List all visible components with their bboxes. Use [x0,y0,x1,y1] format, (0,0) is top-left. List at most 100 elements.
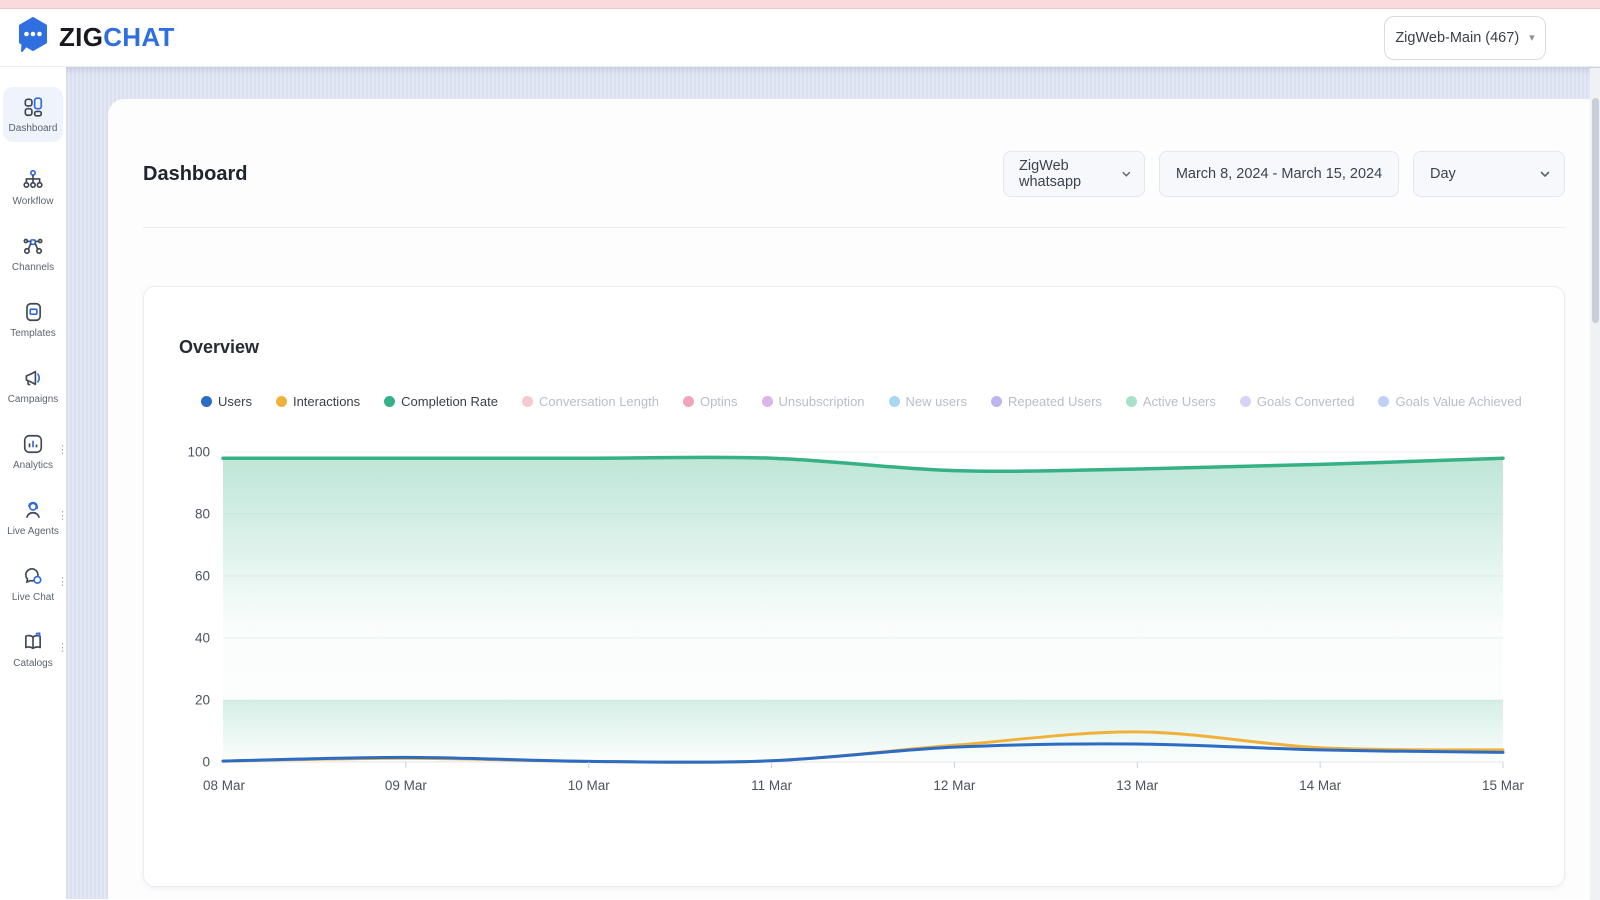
x-axis-tick-label: 09 Mar [385,778,428,793]
legend-dot [761,396,773,407]
legend-label: Completion Rate [401,394,498,409]
title-divider [143,227,1565,228]
granularity-select-value: Day [1430,166,1456,182]
legend-label: Interactions [292,394,361,409]
chevron-down-icon [1540,171,1550,178]
channel-select-value: ZigWeb whatsapp [1019,158,1082,190]
sidebar-item-catalogs[interactable]: Catalogs ⋮ [4,631,68,670]
channels-network-icon [22,235,44,257]
sidebar-nav: Dashboard Workflow [0,67,68,899]
sidebar-item-label: Workflow [12,196,54,207]
overview-title: Overview [179,337,260,357]
granularity-select[interactable]: Day [1413,151,1565,197]
channel-select[interactable]: ZigWeb whatsapp [1003,151,1145,197]
x-axis-tick-label: 12 Mar [933,778,976,793]
sidebar-item-label: Campaigns [7,394,59,405]
chart-legend: Users Interactions Completion Rate Conversa… [201,394,1544,409]
sidebar-item-label: Catalogs [13,658,53,669]
legend-label: Optins [699,394,738,409]
legend-label: New users [905,394,967,409]
sidebar-item-label: Templates [10,328,56,339]
brand-name: ZIGCHAT [59,22,175,52]
y-axis-tick-label: 0 [202,755,210,770]
sidebar-item-label: Channels [11,262,55,273]
item-overflow-dots[interactable]: ⋮ [57,510,68,522]
x-axis-tick-label: 13 Mar [1116,778,1159,793]
x-axis-tick-label: 10 Mar [568,778,611,793]
sidebar-item-templates[interactable]: Templates [4,301,62,340]
sidebar-item-workflow[interactable]: Workflow [4,169,62,208]
legend-dot [384,396,396,407]
x-axis-tick-label: 08 Mar [203,778,246,793]
item-overflow-dots[interactable]: ⋮ [57,444,68,456]
legend-item-optins[interactable]: Optins [682,394,738,409]
megaphone-icon [22,367,44,389]
bar-chart-icon [22,433,44,455]
legend-dot [888,396,900,407]
y-axis-tick-label: 40 [195,631,210,646]
legend-dot [1239,396,1251,407]
series-line-completion-rate [221,455,1505,474]
top-pink-strip [0,0,1600,9]
legend-item-conversation-length[interactable]: Conversation Length [521,394,659,409]
legend-item-completion-rate[interactable]: Completion Rate [384,394,498,409]
legend-dot [1378,396,1390,407]
y-axis-tick-label: 80 [195,507,210,522]
item-overflow-dots[interactable]: ⋮ [57,642,68,654]
legend-label: Conversation Length [538,394,659,409]
legend-dot [275,396,287,407]
x-axis-tick-label: 14 Mar [1299,778,1342,793]
content-backdrop: Dashboard ZigWeb whatsapp March 8, 2024 … [66,67,1600,899]
sidebar-item-live-chat[interactable]: Live Chat ⋮ [4,565,68,604]
x-axis-tick-label: 11 Mar [751,778,793,793]
y-axis-tick-label: 100 [187,445,210,460]
sidebar-item-analytics[interactable]: Analytics ⋮ [4,433,68,472]
sidebar-item-campaigns[interactable]: Campaigns [4,367,62,406]
item-overflow-dots[interactable]: ⋮ [57,576,68,588]
caret-down-icon: ▾ [1529,32,1535,44]
chat-bubbles-icon [22,565,44,587]
legend-label: Goals Converted [1256,394,1355,409]
page-scrollbar-track[interactable] [1590,68,1600,900]
overview-card: Overview Users Interactions Completion Rat… [143,286,1565,887]
legend-label: Users [218,394,252,409]
legend-item-goals-value-achieved[interactable]: Goals Value Achieved [1378,394,1522,409]
legend-item-new-users[interactable]: New users [888,394,967,409]
chat-bubble-logo-icon [14,16,52,59]
legend-item-unsubscription[interactable]: Unsubscription [761,394,865,409]
agent-headset-icon [22,499,44,521]
sidebar-item-dashboard[interactable]: Dashboard [3,87,63,142]
legend-label: Goals Value Achieved [1395,394,1522,409]
sidebar-item-label: Live Agents [7,526,59,537]
legend-item-repeated-users[interactable]: Repeated Users [990,394,1102,409]
page-scrollbar-thumb[interactable] [1591,98,1599,323]
legend-dot [682,396,694,407]
page-title: Dashboard [143,162,248,185]
date-range-picker[interactable]: March 8, 2024 - March 15, 2024 [1159,151,1399,197]
legend-label: Unsubscription [778,394,865,409]
legend-label: Repeated Users [1007,394,1102,409]
legend-item-users[interactable]: Users [201,394,252,409]
legend-label: Active Users [1142,394,1216,409]
legend-dot [990,396,1002,407]
legend-item-goals-converted[interactable]: Goals Converted [1239,394,1355,409]
y-axis-tick-label: 60 [195,569,210,584]
account-selector[interactable]: ZigWeb-Main (467) ▾ [1384,15,1546,60]
legend-dot [521,396,533,407]
legend-item-active-users[interactable]: Active Users [1125,394,1216,409]
sidebar-item-live-agents[interactable]: Live Agents ⋮ [4,499,68,538]
overview-chart[interactable]: 0 20 40 60 80 100 08 Mar 09 Mar 10 Mar 11 Mar 12 M… [144,432,1566,852]
legend-item-interactions[interactable]: Interactions [275,394,361,409]
x-axis-tick-label: 15 Mar [1482,778,1525,793]
series-line-users [221,742,1505,764]
main-panel: Dashboard ZigWeb whatsapp March 8, 2024 … [108,99,1600,899]
date-range-value: March 8, 2024 - March 15, 2024 [1175,166,1383,182]
y-axis-tick-label: 20 [195,693,210,708]
app-header: ZIGCHAT ZigWeb-Main (467) ▾ [0,9,1600,67]
sidebar-item-channels[interactable]: Channels [4,235,62,274]
brand-logo: ZIGCHAT [14,16,175,59]
chevron-down-icon [1122,171,1131,177]
templates-cards-icon [22,301,44,323]
legend-dot [1125,396,1137,407]
filter-bar: ZigWeb whatsapp March 8, 2024 - March 15… [1003,151,1565,197]
